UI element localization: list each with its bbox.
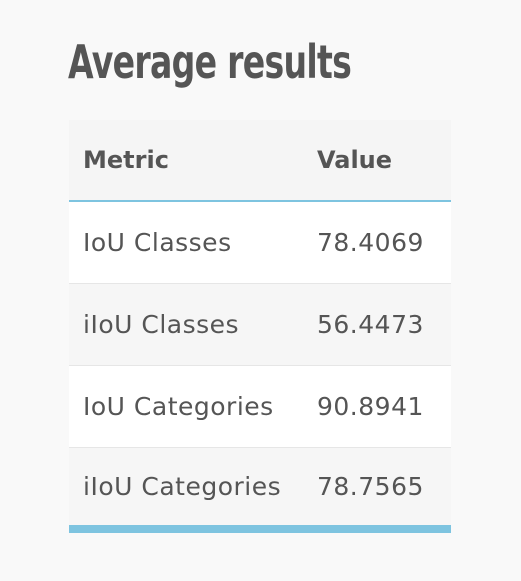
page-title: Average results bbox=[68, 30, 351, 94]
metric-cell: iIoU Categories bbox=[69, 447, 303, 529]
table-row: iIoU Classes 56.4473 bbox=[69, 283, 451, 365]
value-cell: 90.8941 bbox=[303, 365, 451, 447]
table-header: Metric Value bbox=[69, 120, 451, 201]
metric-cell: IoU Categories bbox=[69, 365, 303, 447]
results-table: Metric Value IoU Classes 78.4069 iIoU Cl… bbox=[69, 120, 451, 533]
metric-cell: IoU Classes bbox=[69, 201, 303, 283]
column-header-metric: Metric bbox=[69, 120, 303, 201]
value-cell: 78.7565 bbox=[303, 447, 451, 529]
table-body: IoU Classes 78.4069 iIoU Classes 56.4473… bbox=[69, 201, 451, 529]
table-row: IoU Categories 90.8941 bbox=[69, 365, 451, 447]
metric-cell: iIoU Classes bbox=[69, 283, 303, 365]
table-header-row: Metric Value bbox=[69, 120, 451, 201]
column-header-value: Value bbox=[303, 120, 451, 201]
value-cell: 56.4473 bbox=[303, 283, 451, 365]
value-cell: 78.4069 bbox=[303, 201, 451, 283]
table-row: iIoU Categories 78.7565 bbox=[69, 447, 451, 529]
table-row: IoU Classes 78.4069 bbox=[69, 201, 451, 283]
